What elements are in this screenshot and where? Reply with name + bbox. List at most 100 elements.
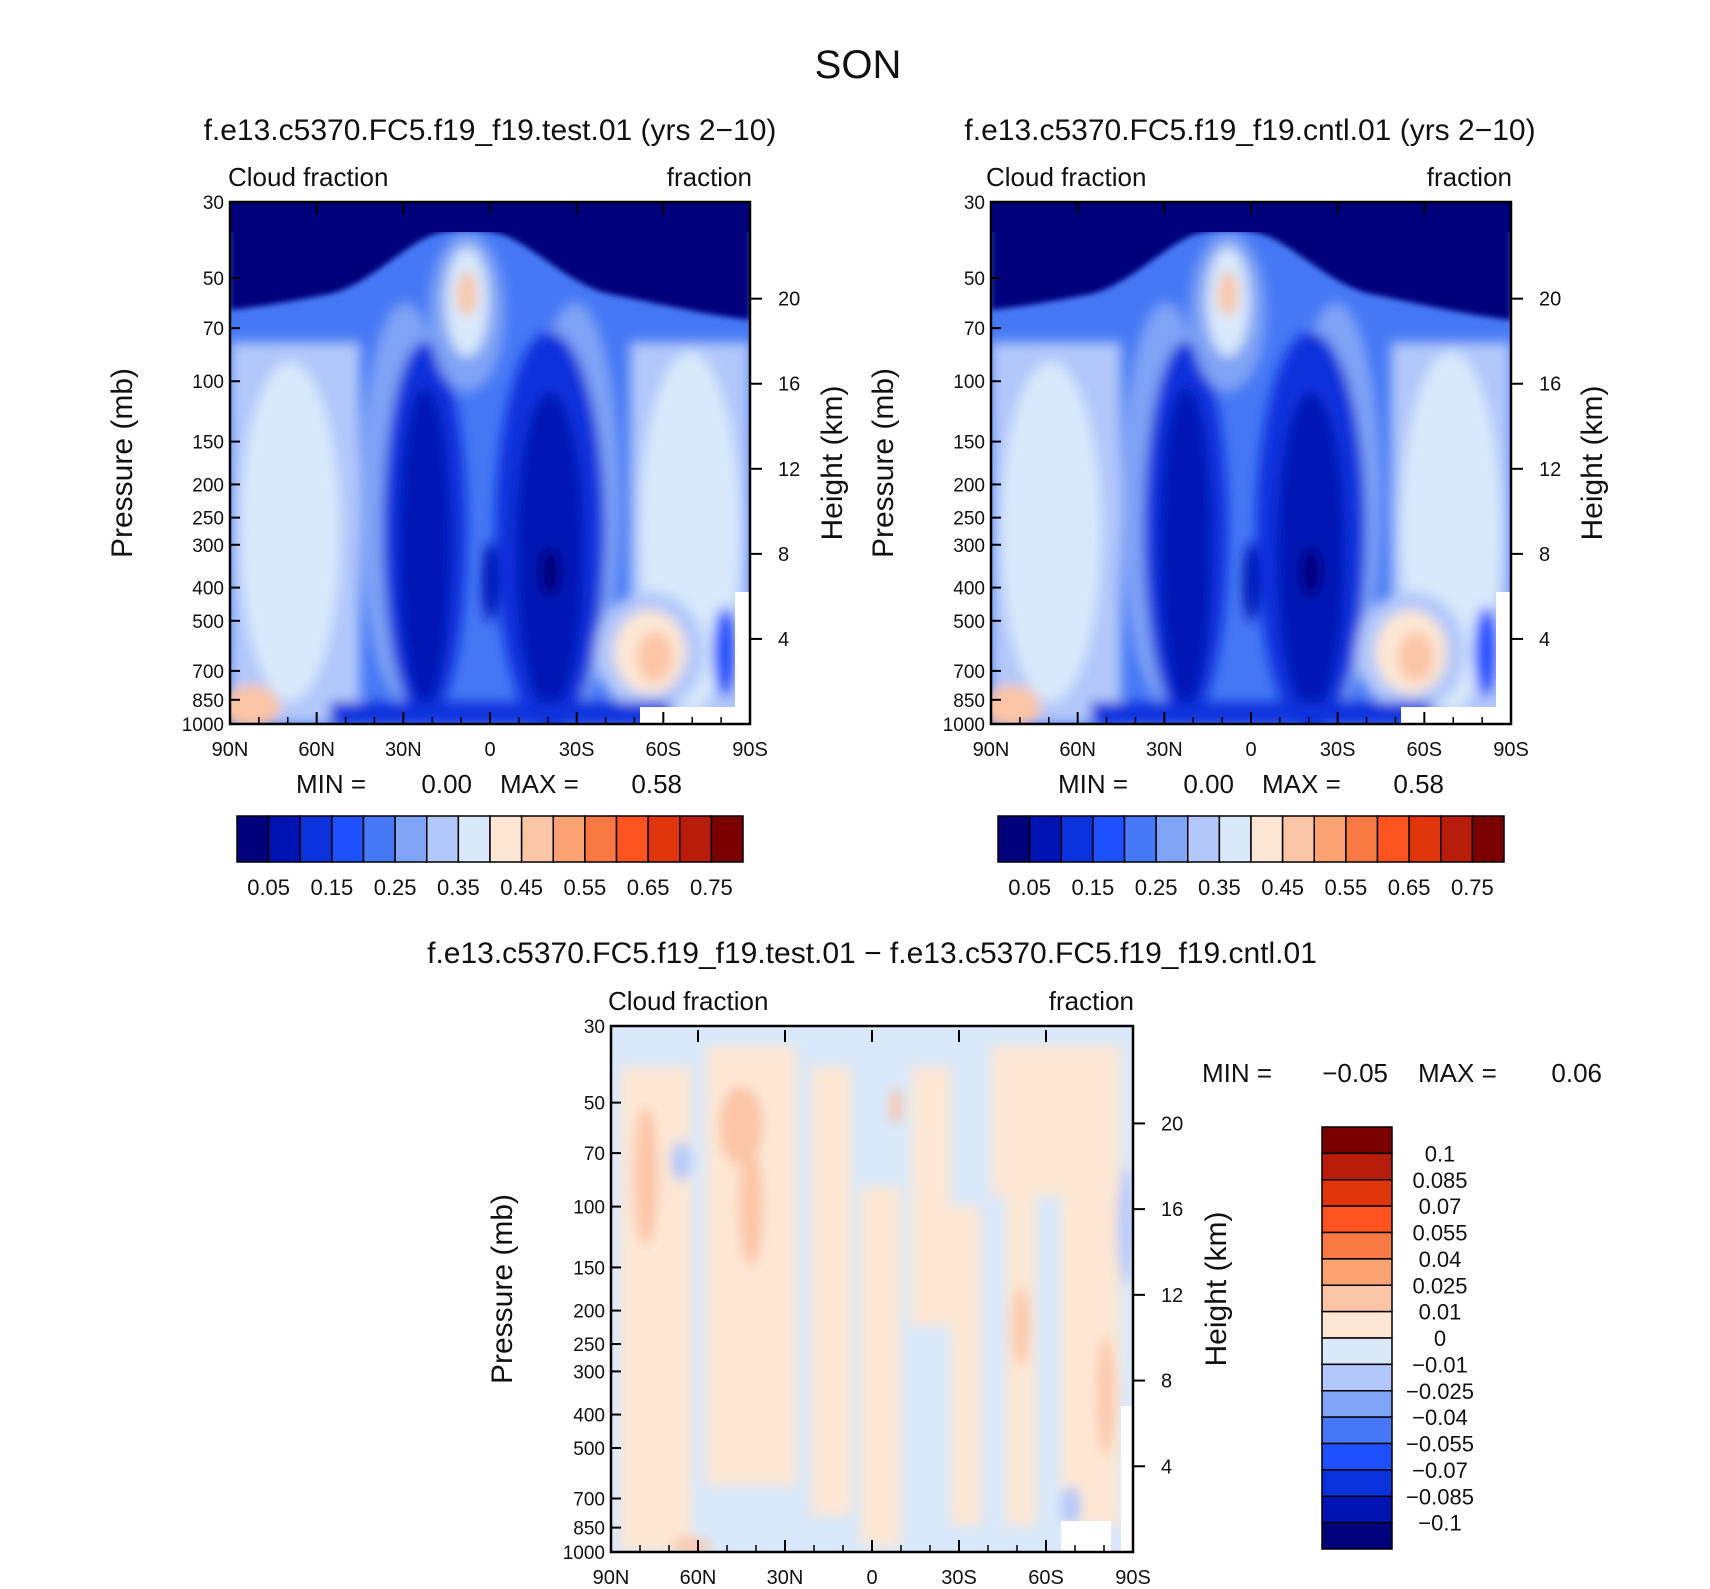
colorbar-label: 0.35 xyxy=(437,875,480,900)
y-tick-label: 30 xyxy=(964,193,985,214)
contour-field xyxy=(981,202,1511,732)
y-tick-label: 300 xyxy=(192,536,224,557)
max-value: 0.06 xyxy=(1551,1058,1602,1088)
x-tick-label: 0 xyxy=(1245,739,1256,761)
colorbar-box xyxy=(1092,815,1126,863)
colorbar-box xyxy=(1471,815,1505,863)
y2-tick-label: 8 xyxy=(778,544,789,566)
colorbar-box xyxy=(1440,815,1474,863)
x-tick-label: 0 xyxy=(484,739,495,761)
min-label: MIN = xyxy=(1058,769,1128,799)
x-tick-label: 30N xyxy=(1146,739,1183,761)
y-tick-label: 150 xyxy=(953,433,985,454)
colorbar-box xyxy=(426,815,460,863)
colorbar-box xyxy=(552,815,586,863)
y-axis-label: Pressure (mb) xyxy=(106,368,139,558)
x-tick-label: 90N xyxy=(593,1567,630,1589)
y-tick-label: 1000 xyxy=(182,715,224,736)
colorbar-box xyxy=(1321,1126,1393,1155)
y2-axis-label: Height (km) xyxy=(816,385,849,540)
y-tick-label: 700 xyxy=(573,1489,605,1510)
colorbar-label: 0 xyxy=(1434,1326,1446,1351)
colorbar-label: 0.25 xyxy=(374,875,417,900)
colorbar-box xyxy=(1321,1231,1393,1260)
y-tick-label: 700 xyxy=(953,662,985,683)
y2-axis: 20 16 12 8 4 xyxy=(750,289,800,651)
y-tick-label: 700 xyxy=(192,662,224,683)
colorbar-label: −0.025 xyxy=(1406,1379,1474,1404)
panel-diff: f.e13.c5370.FC5.f19_f19.test.01 − f.e13.… xyxy=(427,937,1602,1589)
colorbar-box xyxy=(1321,1310,1393,1339)
colorbar-label: 0.75 xyxy=(1451,875,1494,900)
colorbar-box xyxy=(489,815,523,863)
colorbar-label: 0.65 xyxy=(627,875,670,900)
colorbar-box xyxy=(299,815,333,863)
y-tick-label: 100 xyxy=(573,1198,605,1219)
y2-axis-label: Height (km) xyxy=(1576,385,1609,540)
y-tick-label: 300 xyxy=(573,1362,605,1383)
contour-field xyxy=(220,202,750,732)
colorbar-box xyxy=(1123,815,1157,863)
colorbar-label: 0.05 xyxy=(247,875,290,900)
y-tick-label: 30 xyxy=(203,193,224,214)
min-value: 0.00 xyxy=(1183,769,1234,799)
y2-tick-label: 8 xyxy=(1539,544,1550,566)
y-tick-label: 200 xyxy=(953,475,985,496)
y2-tick-label: 16 xyxy=(778,374,800,396)
colorbar-box xyxy=(267,815,301,863)
x-tick-label: 60N xyxy=(298,739,335,761)
colorbar-label: 0.35 xyxy=(1198,875,1241,900)
colorbar-box xyxy=(997,815,1031,863)
colorbar-box xyxy=(615,815,649,863)
y2-tick-label: 12 xyxy=(1161,1285,1183,1307)
colorbar-box xyxy=(1408,815,1442,863)
x-tick-label: 90S xyxy=(1115,1567,1151,1589)
colorbar-box xyxy=(520,815,554,863)
colorbar-box xyxy=(394,815,428,863)
colorbar-box xyxy=(1321,1152,1393,1181)
colorbar-box xyxy=(1218,815,1252,863)
colorbar-box xyxy=(1155,815,1189,863)
y2-axis: 20 16 12 8 4 xyxy=(1511,289,1561,651)
y2-tick-label: 12 xyxy=(1539,459,1561,481)
y2-tick-label: 4 xyxy=(1539,629,1550,651)
y-tick-label: 150 xyxy=(192,433,224,454)
y-tick-label: 50 xyxy=(584,1094,605,1115)
colorbar-box xyxy=(1321,1521,1393,1550)
y-tick-label: 400 xyxy=(573,1406,605,1427)
x-tick-label: 90N xyxy=(212,739,249,761)
colorbar-box xyxy=(1321,1469,1393,1497)
y-tick-label: 250 xyxy=(953,509,985,530)
colorbar-box xyxy=(331,815,365,863)
colorbar-label: 0.55 xyxy=(1324,875,1367,900)
colorbar-label: −0.1 xyxy=(1418,1511,1461,1536)
min-label: MIN = xyxy=(1202,1058,1272,1088)
x-tick-label: 30S xyxy=(559,739,595,761)
max-label: MAX = xyxy=(500,769,579,799)
y-tick-label: 100 xyxy=(192,372,224,393)
x-tick-label: 0 xyxy=(866,1567,877,1589)
x-tick-label: 90S xyxy=(732,739,768,761)
y-tick-label: 70 xyxy=(964,319,985,340)
colorbar-label: 0.04 xyxy=(1419,1247,1462,1272)
left-label: Cloud fraction xyxy=(608,986,768,1016)
min-value: 0.00 xyxy=(421,769,472,799)
max-value: 0.58 xyxy=(1393,769,1444,799)
left-label: Cloud fraction xyxy=(228,162,388,192)
colorbar: 0.05 0.15 0.25 0.35 0.45 0.55 0.65 0.75 xyxy=(997,815,1505,900)
colorbar-box xyxy=(1321,1363,1393,1392)
colorbar-box xyxy=(1321,1416,1393,1445)
x-axis: 90N 60N 30N 0 30S 60S 90S xyxy=(593,1030,1151,1589)
y2-axis-label: Height (km) xyxy=(1200,1211,1233,1366)
x-axis: 90N 60N 30N 0 30S 60S 90S xyxy=(212,202,768,761)
y2-tick-label: 4 xyxy=(778,629,789,651)
right-label: fraction xyxy=(667,162,752,192)
colorbar-box xyxy=(362,815,396,863)
min-label: MIN = xyxy=(296,769,366,799)
y2-tick-label: 12 xyxy=(778,459,800,481)
colorbar-box xyxy=(236,815,270,863)
colorbar: 0.05 0.15 0.25 0.35 0.45 0.55 0.65 0.75 xyxy=(236,815,744,900)
y-tick-label: 250 xyxy=(573,1335,605,1356)
colorbar-label: 0.75 xyxy=(690,875,733,900)
